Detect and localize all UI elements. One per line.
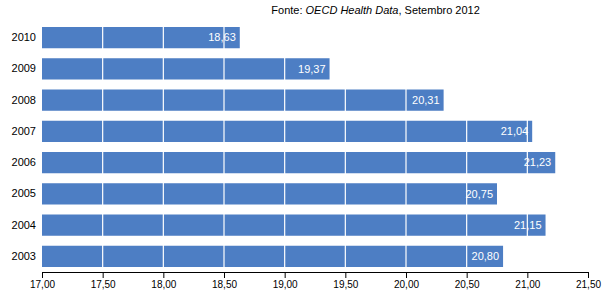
x-tick-label: 21,00 [515,279,540,290]
x-tick: 19,00 [273,272,298,290]
grid-line [466,22,467,272]
grid-line [405,22,406,272]
data-label: 20,75 [465,188,493,200]
y-tick: 2009 [12,62,36,74]
x-tick: 18,00 [151,272,176,290]
x-tick-label: 17,50 [91,279,116,290]
x-tick-mark [467,272,468,278]
grid-line [527,22,528,272]
data-label: 21,23 [524,156,552,168]
x-tick-mark [103,272,104,278]
y-tick: 2006 [12,156,36,168]
bar [42,58,330,79]
x-tick-label: 18,50 [212,279,237,290]
y-tick-label: 2009 [12,62,36,74]
x-tick: 19,50 [333,272,358,290]
bar [42,152,555,173]
x-tick-label: 21,50 [576,279,601,290]
grid-line [587,22,588,272]
x-tick: 20,50 [455,272,480,290]
x-tick-mark [406,272,407,278]
y-tick: 2004 [12,219,36,231]
y-tick-label: 2010 [12,31,36,43]
data-label: 19,37 [298,63,326,75]
x-tick-mark [588,272,589,278]
bar [42,27,240,48]
data-label: 21,15 [514,219,542,231]
y-axis: 2010 2009 2008 2007 2006 2005 2004 2003 [12,31,36,262]
x-tick-label: 20,00 [394,279,419,290]
annotation: Fonte: OECD Health Data, Setembro 2012 [271,4,480,16]
data-label: 20,31 [412,94,440,106]
x-axis: 17,00 17,50 18,00 18,50 19,00 19,50 20,00 20,50… [30,272,601,290]
grid-line [284,22,285,272]
x-tick-label: 19,50 [333,279,358,290]
x-tick: 17,50 [91,272,116,290]
y-tick: 2010 [12,31,36,43]
x-tick-mark [527,272,528,278]
bar [42,183,497,204]
annotation-part: Fonte: [271,4,305,16]
y-tick: 2003 [12,250,36,262]
chart: 18,63 19,37 20,31 21,04 21,23 20,75 21,15 20,80… [0,0,610,298]
y-tick: 2007 [12,125,36,137]
y-tick: 2005 [12,187,36,199]
x-tick-mark [163,272,164,278]
annotation-part: OECD Health Data [306,4,399,16]
data-label: 18,63 [208,31,236,43]
y-tick-label: 2005 [12,187,36,199]
grid-line [223,22,224,272]
x-tick: 20,00 [394,272,419,290]
bar [42,246,503,267]
x-tick-label: 19,00 [273,279,298,290]
grid-line [102,22,103,272]
x-tick-label: 20,50 [455,279,480,290]
bar [42,215,546,236]
x-tick-label: 18,00 [151,279,176,290]
grid-line [345,22,346,272]
x-tick-mark [224,272,225,278]
data-label: 20,80 [472,250,500,262]
annotation-part: , Setembro 2012 [399,4,480,16]
x-tick: 21,50 [576,272,601,290]
y-tick-label: 2007 [12,125,36,137]
bars [42,27,555,267]
y-tick-label: 2008 [12,94,36,106]
y-tick-label: 2003 [12,250,36,262]
y-tick: 2008 [12,94,36,106]
data-label: 21,04 [501,125,529,137]
x-axis-line [43,273,589,279]
x-tick: 18,50 [212,272,237,290]
x-tick: 17,00 [30,272,55,290]
plot: 18,63 19,37 20,31 21,04 21,23 20,75 21,15 20,80… [12,22,602,290]
x-tick-mark [285,272,286,278]
x-tick-mark [345,272,346,278]
x-tick-mark [42,272,43,278]
data-labels: 18,63 19,37 20,31 21,04 21,23 20,75 21,15 20,80 [208,31,551,262]
x-tick: 21,00 [515,272,540,290]
grid [103,22,588,272]
x-tick-label: 17,00 [30,279,55,290]
y-tick-label: 2004 [12,219,36,231]
bar [42,121,532,142]
grid-line [163,22,164,272]
y-tick-label: 2006 [12,156,36,168]
